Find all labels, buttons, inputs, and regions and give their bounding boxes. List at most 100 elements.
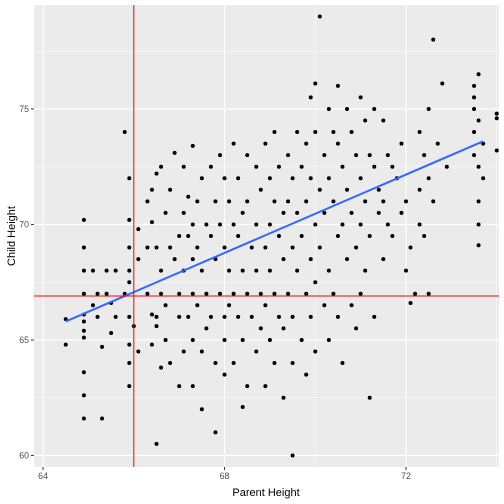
data-point	[272, 130, 277, 135]
data-point	[177, 291, 182, 296]
data-point	[240, 210, 245, 215]
data-point	[122, 130, 127, 135]
data-point	[113, 314, 118, 319]
data-point	[417, 222, 422, 227]
x-axis-ticks: 64 68 72	[38, 467, 411, 481]
data-point	[335, 141, 340, 146]
data-point	[154, 324, 159, 329]
data-point	[168, 361, 173, 366]
data-point	[331, 199, 336, 204]
data-point	[227, 303, 232, 308]
data-point	[408, 245, 413, 250]
data-point	[472, 153, 477, 158]
data-point	[426, 291, 431, 296]
data-point	[340, 164, 345, 169]
data-point	[81, 217, 86, 222]
data-point	[385, 153, 390, 158]
data-point	[81, 416, 86, 421]
data-point	[340, 361, 345, 366]
data-point	[213, 430, 218, 435]
data-point	[267, 176, 272, 181]
data-point	[245, 153, 250, 158]
data-point	[159, 291, 164, 296]
data-point	[363, 199, 368, 204]
data-point	[159, 365, 164, 370]
data-point	[218, 153, 222, 158]
data-point	[263, 245, 268, 250]
data-point	[204, 222, 209, 227]
data-point	[290, 314, 295, 319]
data-point	[331, 130, 336, 135]
data-point	[190, 384, 195, 389]
data-point	[81, 245, 86, 250]
data-point	[326, 268, 331, 273]
plot-panel	[34, 5, 499, 467]
data-point	[113, 268, 118, 273]
data-point	[317, 187, 322, 192]
data-point	[81, 393, 86, 398]
data-point	[444, 164, 449, 169]
data-point	[154, 245, 159, 250]
data-point	[376, 210, 381, 215]
data-point	[186, 314, 191, 319]
data-point	[190, 222, 195, 227]
data-point	[476, 72, 481, 77]
data-point	[322, 210, 327, 215]
data-point	[168, 245, 173, 250]
data-point	[317, 14, 322, 19]
data-point	[476, 118, 481, 123]
data-point	[95, 291, 100, 296]
data-point	[281, 395, 286, 400]
data-point	[472, 130, 477, 135]
data-point	[381, 199, 386, 204]
data-point	[267, 222, 272, 227]
data-point	[104, 268, 109, 273]
data-point	[258, 187, 263, 192]
data-point	[149, 220, 154, 225]
data-point	[408, 300, 413, 305]
data-point	[258, 326, 263, 331]
data-point	[154, 441, 159, 446]
data-point	[236, 314, 241, 319]
data-point	[431, 37, 436, 42]
data-point	[236, 176, 241, 181]
data-point	[345, 257, 350, 262]
data-point	[413, 291, 418, 296]
data-point	[81, 291, 86, 296]
data-point	[276, 164, 281, 169]
data-point	[426, 106, 431, 111]
data-point	[81, 370, 86, 375]
data-point	[476, 222, 481, 227]
data-point	[326, 337, 331, 342]
data-point	[376, 187, 381, 192]
data-point	[390, 164, 395, 169]
data-point	[127, 314, 132, 319]
data-point	[290, 245, 295, 250]
data-point	[290, 453, 295, 458]
data-point	[208, 314, 213, 319]
data-point	[231, 141, 236, 146]
data-point	[372, 164, 377, 169]
data-point	[331, 291, 336, 296]
data-point	[304, 291, 309, 296]
data-point	[276, 314, 281, 319]
data-point	[349, 130, 354, 135]
data-point	[154, 171, 159, 176]
data-point	[222, 245, 227, 250]
data-point	[322, 303, 327, 308]
data-point	[172, 150, 177, 155]
data-point	[399, 210, 404, 215]
data-point	[181, 164, 186, 169]
data-point	[313, 130, 318, 135]
data-point	[263, 141, 268, 146]
data-point	[404, 268, 408, 273]
reference-lines	[34, 5, 499, 467]
data-point	[435, 141, 440, 146]
x-tick-label: 72	[401, 471, 411, 481]
data-point	[163, 303, 168, 308]
data-point	[308, 95, 313, 100]
data-point	[494, 116, 499, 121]
data-point	[204, 291, 209, 296]
data-point	[213, 199, 218, 204]
data-point	[472, 95, 477, 100]
